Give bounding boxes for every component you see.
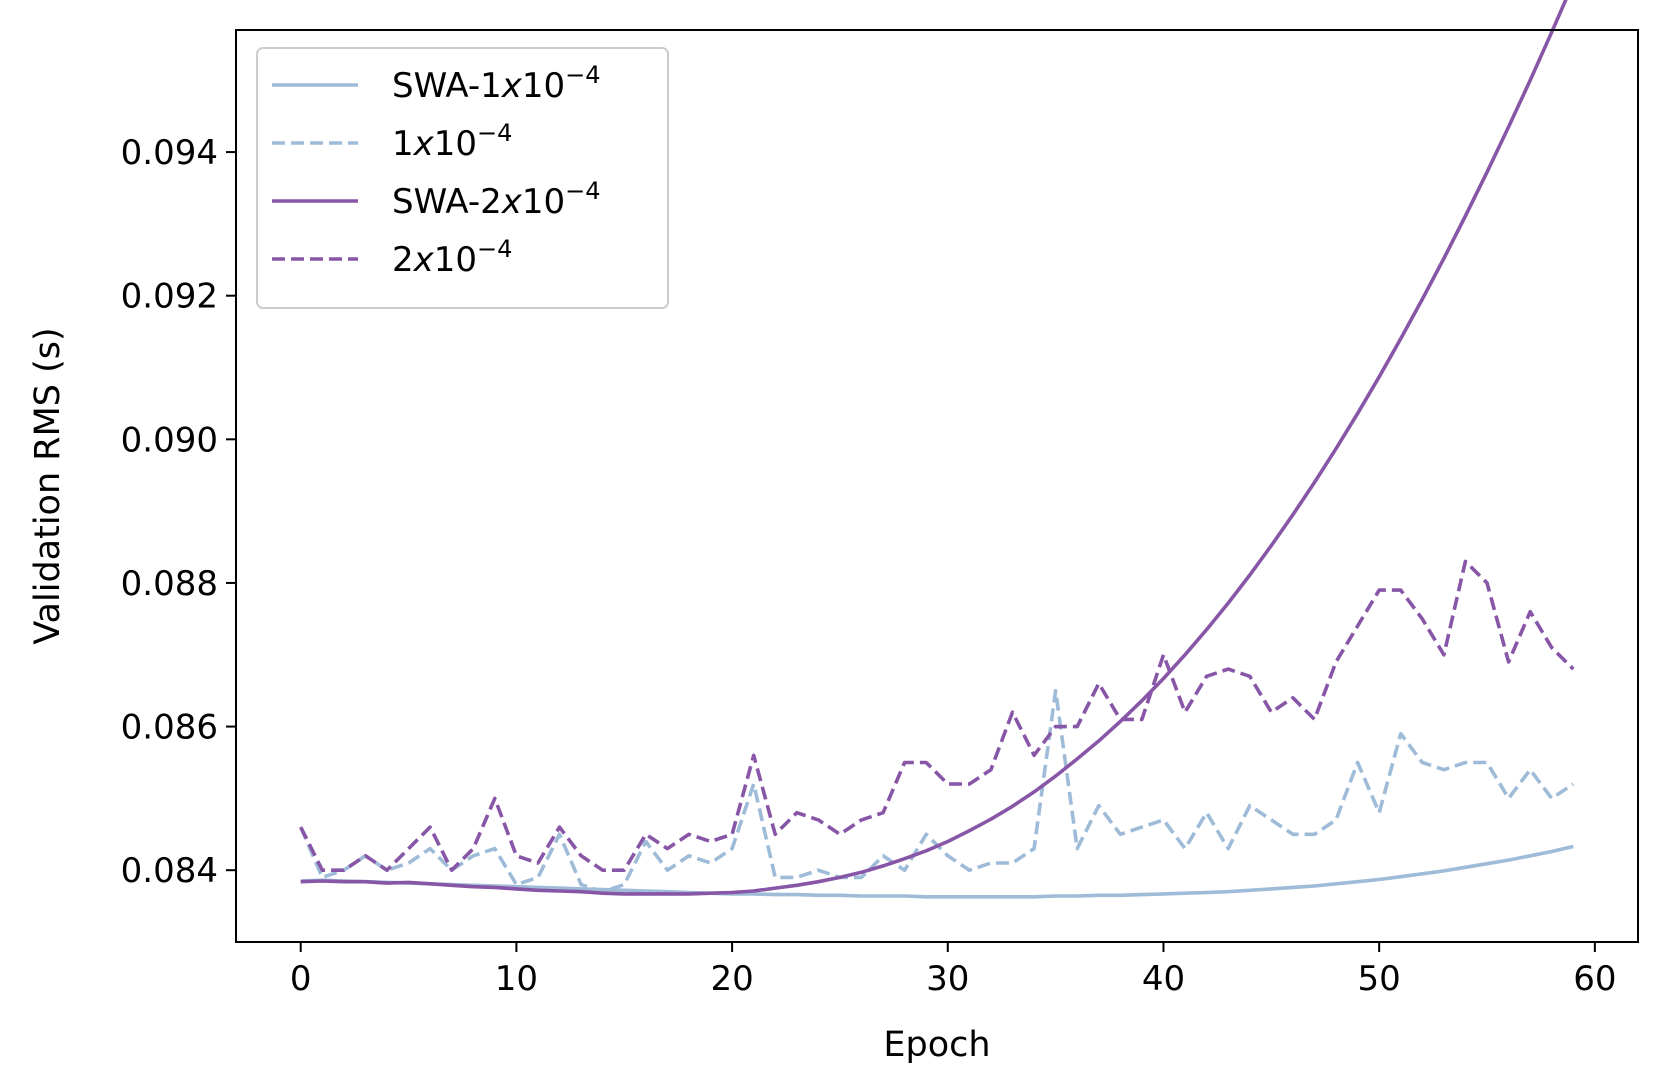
x-tick-label: 50 <box>1358 959 1401 999</box>
x-tick-label: 10 <box>495 959 538 999</box>
x-axis-title: Epoch <box>883 1025 990 1065</box>
y-ticks: 0.084 0.086 0.088 0.090 0.092 0.094 <box>121 133 236 891</box>
y-tick-label: 0.088 <box>121 564 218 604</box>
x-ticks: 0 10 20 30 40 50 60 <box>290 942 1616 999</box>
y-tick-label: 0.092 <box>121 277 218 317</box>
x-tick-label: 40 <box>1142 959 1185 999</box>
x-tick-label: 60 <box>1573 959 1616 999</box>
legend-label-2: SWA-2x10−4 <box>392 177 601 222</box>
series-line-2 <box>300 0 1568 896</box>
legend-label-1: 1x10−4 <box>392 119 512 164</box>
series-line-3 <box>299 559 1575 873</box>
series-line-0 <box>300 844 1574 899</box>
y-tick-label: 0.094 <box>121 133 218 173</box>
y-tick-label: 0.084 <box>121 851 218 891</box>
y-axis-title: Validation RMS (s) <box>28 327 68 644</box>
legend-label-3: 2x10−4 <box>392 235 512 280</box>
x-tick-label: 20 <box>710 959 753 999</box>
series-layer <box>299 0 1575 899</box>
legend: SWA-1x10−4 1x10−4 SWA-2x10−4 2x10−4 <box>256 47 669 309</box>
y-tick-label: 0.090 <box>121 420 218 460</box>
x-tick-label: 0 <box>290 959 312 999</box>
legend-box <box>256 47 669 309</box>
x-tick-label: 30 <box>926 959 969 999</box>
plot-frame <box>235 29 1639 943</box>
legend-label-0: SWA-1x10−4 <box>392 61 601 106</box>
y-tick-label: 0.086 <box>121 708 218 748</box>
